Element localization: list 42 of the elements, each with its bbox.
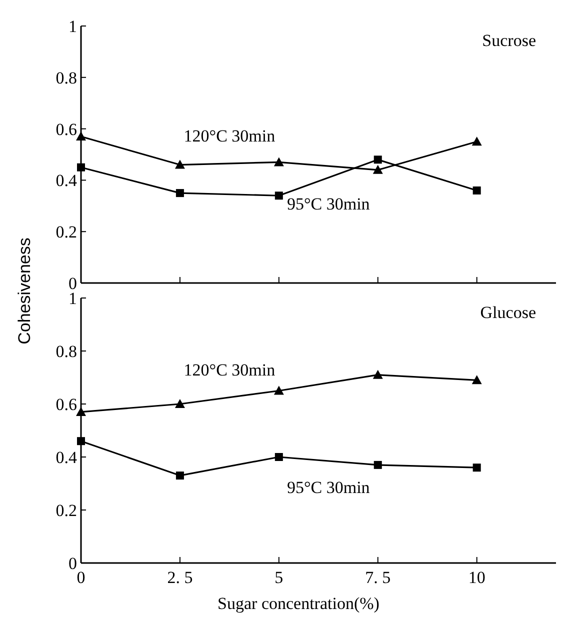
point: [274, 192, 283, 200]
point: [472, 186, 481, 194]
y-tick-label: 0.4: [56, 448, 78, 467]
y-tick-label: 1: [68, 16, 77, 36]
point: [174, 160, 185, 169]
point: [274, 453, 283, 461]
point: [76, 132, 86, 141]
x-tick-label: 10: [468, 568, 486, 587]
chart-title: Glucose: [480, 303, 536, 322]
point: [274, 386, 284, 395]
point: [77, 163, 85, 172]
point: [374, 156, 382, 164]
point: [374, 460, 382, 469]
point: [77, 437, 85, 446]
y-axis-title: Cohesiveness: [15, 238, 34, 344]
x-tick-label: 5: [274, 568, 284, 587]
point: [372, 370, 383, 379]
y-tick-label: 0.8: [56, 342, 77, 361]
y-tick-label: 0: [68, 554, 77, 573]
y-tick-label: 0.8: [56, 68, 77, 88]
point: [176, 472, 184, 480]
x-tick-label: 2. 5: [167, 568, 193, 587]
y-tick-label: 0.4: [56, 171, 78, 190]
point: [76, 406, 86, 416]
series-label: 95°C 30min: [286, 194, 370, 214]
point: [472, 375, 482, 384]
chart-title: Sucrose: [482, 31, 536, 50]
x-tick-label: 7. 5: [365, 568, 391, 587]
point: [274, 157, 284, 166]
y-tick-label: 0.6: [56, 394, 77, 414]
series-label: 120°C 30min: [184, 126, 276, 146]
series-label: 95°C 30min: [286, 478, 370, 497]
point: [174, 399, 185, 408]
point: [176, 189, 184, 198]
x-axis-title: Sugar concentration(%): [218, 594, 380, 613]
point: [472, 136, 482, 146]
y-tick-label: 0.6: [56, 120, 77, 139]
point: [372, 164, 383, 174]
point: [472, 464, 481, 472]
series-label: 120°C 30min: [184, 360, 276, 380]
y-tick-label: 0.2: [56, 222, 77, 242]
y-tick-label: 0.2: [56, 500, 77, 520]
